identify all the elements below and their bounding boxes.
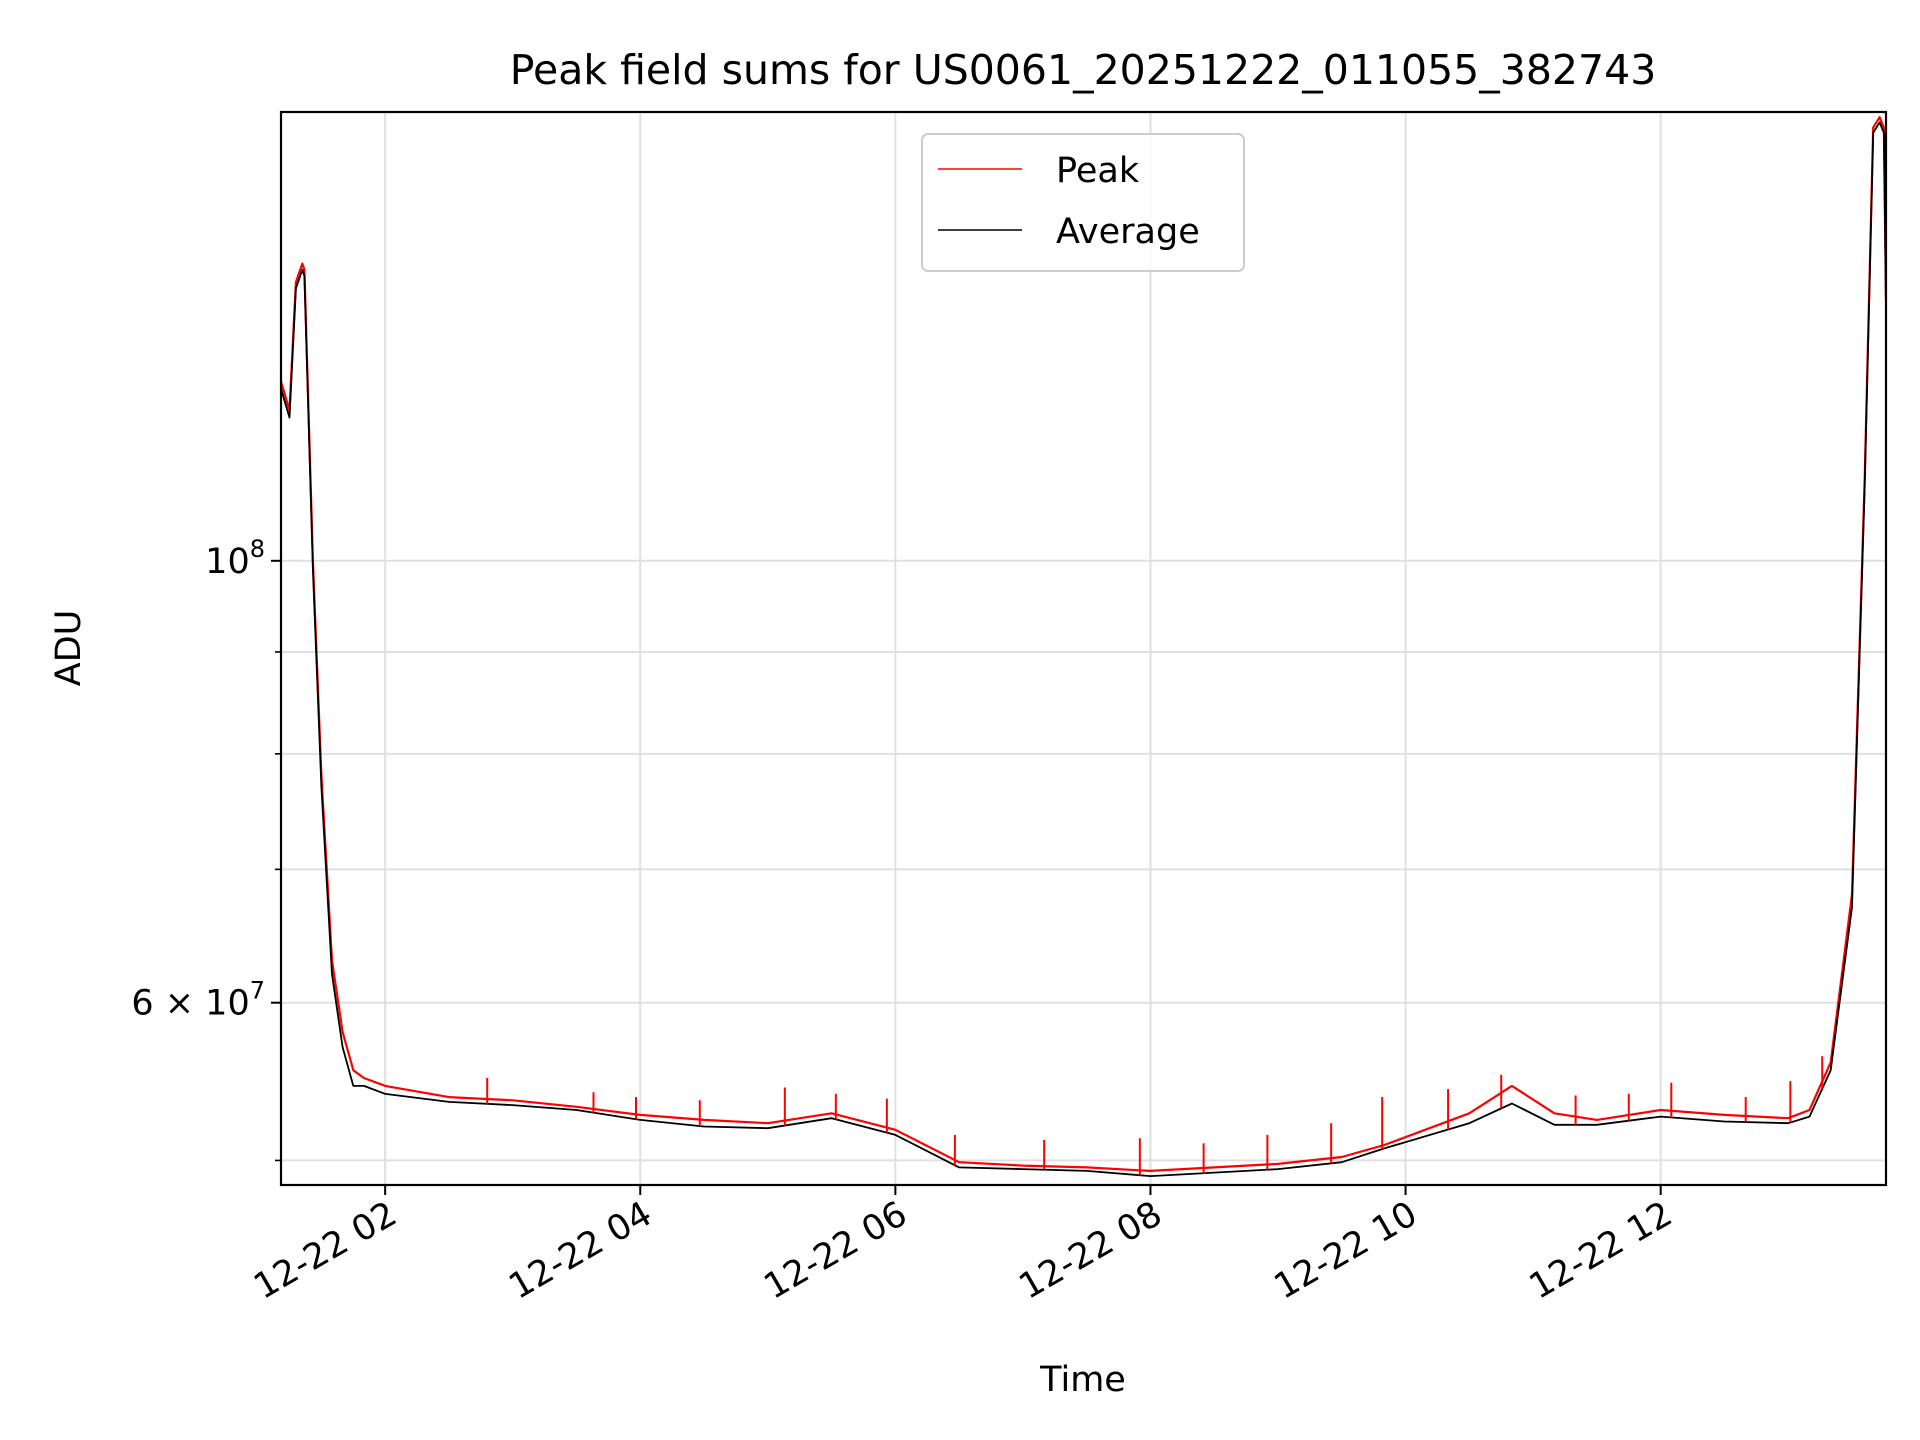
- series-layer: [281, 116, 1886, 1177]
- y-axis: 108 6 × 107: [131, 535, 281, 1162]
- y-axis-label: ADU: [49, 610, 89, 687]
- series-line-average: [281, 121, 1886, 1177]
- y-tick-label: 6 × 107: [131, 977, 265, 1024]
- grid: [281, 112, 1886, 1185]
- legend-label-peak: Peak: [1056, 151, 1140, 191]
- legend: Peak Average: [921, 133, 1245, 272]
- y-tick-label: 108: [205, 535, 265, 582]
- chart-title: Peak field sums for US0061_20251222_0110…: [510, 46, 1657, 94]
- legend-label-average: Average: [1056, 212, 1200, 252]
- x-axis-label: Time: [1039, 1360, 1126, 1400]
- plot-area: [281, 116, 1886, 1177]
- axes-frame: [279, 110, 1888, 1187]
